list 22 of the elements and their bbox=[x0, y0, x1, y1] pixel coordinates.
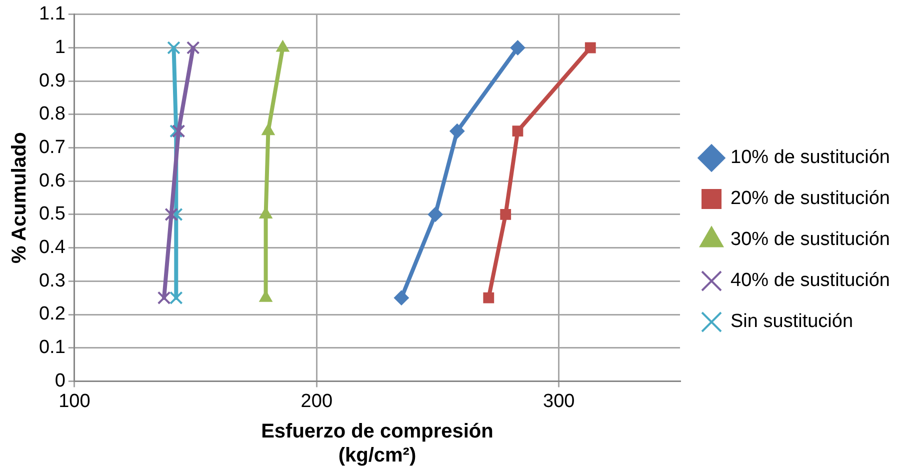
legend-label: Sin sustitución bbox=[730, 311, 854, 332]
y-tick-label: 0.1 bbox=[38, 337, 66, 358]
x-tick-label: 200 bbox=[300, 390, 333, 412]
y-tick-label: 0.2 bbox=[38, 304, 66, 325]
x-tick-label: 100 bbox=[58, 390, 90, 412]
y-tick-label: 0 bbox=[54, 370, 66, 392]
y-tick-label: 0.5 bbox=[38, 204, 66, 225]
legend-label: 40% de sustitución bbox=[730, 270, 890, 292]
y-axis-title: % Acumulado bbox=[8, 132, 31, 264]
x-tick-label: 300 bbox=[543, 390, 575, 412]
y-tick-label: 0.8 bbox=[38, 104, 66, 125]
y-tick-label: 0.7 bbox=[38, 137, 66, 158]
y-tick-label: 0.3 bbox=[38, 270, 66, 292]
y-tick-label: 0.4 bbox=[38, 237, 66, 258]
y-tick-label: 0.6 bbox=[38, 170, 66, 192]
x-axis-title: Esfuerzo de compresión (kg/cm²) bbox=[261, 420, 494, 467]
legend-label: 30% de sustitución bbox=[730, 229, 890, 250]
legend-label: 20% de sustitución bbox=[730, 188, 890, 210]
y-tick-label: 0.9 bbox=[38, 70, 66, 92]
y-tick-label: 1 bbox=[54, 36, 66, 58]
legend-label: 10% de sustitución bbox=[730, 147, 890, 168]
y-tick-label: 1.1 bbox=[38, 4, 66, 25]
